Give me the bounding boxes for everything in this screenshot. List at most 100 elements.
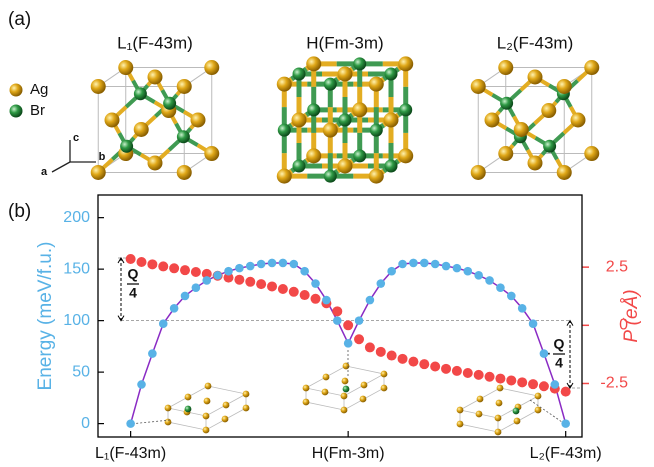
inset-atom (322, 389, 329, 396)
y-tick-label: 50 (72, 363, 90, 380)
atom (324, 78, 337, 91)
polarization-point (506, 375, 516, 385)
polarization-point (419, 359, 429, 369)
inset-atom (457, 407, 464, 414)
atom (91, 79, 106, 94)
inset-atom (205, 383, 212, 390)
polarization-point (539, 381, 549, 391)
inset-atom (204, 398, 211, 405)
polarization-point (180, 265, 190, 275)
polarization-point (365, 342, 375, 352)
annotation: 4 (129, 285, 137, 301)
inset-atom (185, 394, 192, 401)
polarization-point (289, 287, 299, 297)
atom (557, 165, 572, 180)
energy-point (344, 339, 353, 348)
energy-point (333, 316, 342, 325)
atom (369, 169, 384, 184)
energy-point (311, 279, 320, 288)
atom (514, 122, 529, 137)
atom (134, 87, 147, 100)
y-tick-label: 0 (81, 415, 90, 432)
energy-point (355, 316, 364, 325)
atom (105, 113, 120, 128)
energy-point (268, 259, 277, 268)
inset-atom (203, 413, 210, 420)
polarization-point (398, 354, 408, 364)
inset-atom (303, 385, 310, 392)
energy-point (224, 267, 233, 276)
polarization-point (452, 366, 462, 376)
energy-point (431, 260, 440, 269)
inset-atom (497, 385, 504, 392)
atom (277, 77, 292, 92)
atom (543, 140, 556, 153)
atom (293, 160, 306, 173)
atom (148, 70, 163, 85)
atom (293, 68, 306, 81)
annotation: Q (554, 336, 565, 352)
legend-label: Br (30, 102, 45, 119)
polarization-point (561, 387, 571, 397)
atom (584, 60, 599, 75)
atom (353, 149, 366, 162)
atom (385, 68, 398, 81)
inset-atom (165, 405, 172, 412)
atom (148, 156, 163, 171)
inset-atom (343, 386, 350, 393)
atom (118, 60, 133, 75)
atom (204, 146, 219, 161)
atom (584, 146, 599, 161)
inset-atom (223, 402, 230, 409)
energy-point (289, 260, 298, 269)
structure-title: L₁(F-43m) (117, 33, 193, 52)
inset-atom (303, 399, 310, 406)
structure-title: H(Fm-3m) (306, 33, 383, 52)
atom (485, 113, 500, 128)
x-tick-label: L₂(F-43m) (530, 445, 602, 462)
atom (306, 56, 321, 71)
energy-point (213, 271, 222, 280)
axis-letter: b (99, 151, 106, 163)
inset-atom (361, 382, 368, 389)
polarization-point (354, 334, 364, 344)
atom (338, 67, 353, 82)
polarization-point (169, 263, 179, 273)
inset-atom (477, 396, 484, 403)
atom (324, 170, 337, 183)
y2-axis-label: P (eÅ) (621, 289, 642, 342)
atom (352, 102, 367, 117)
y2-tick-label: 2.5 (606, 258, 628, 275)
atom (471, 165, 486, 180)
atom (91, 165, 106, 180)
inset-atom (341, 393, 348, 400)
atom (471, 79, 486, 94)
inset-atom (513, 408, 520, 415)
atom (557, 79, 572, 94)
y-tick-label: 150 (63, 260, 90, 277)
atom (338, 159, 353, 174)
atom (134, 122, 149, 137)
energy-point (235, 264, 244, 273)
energy-point (246, 262, 255, 271)
energy-point (442, 262, 451, 271)
polarization-point (441, 364, 451, 374)
inset-atom (381, 385, 388, 392)
axis-letter: c (73, 132, 79, 144)
polarization-point (517, 377, 527, 387)
polarization-point (408, 357, 418, 367)
energy-point (192, 283, 201, 292)
atom (177, 165, 192, 180)
inset-cell (460, 388, 538, 432)
polarization-point (267, 281, 277, 291)
atom (398, 148, 413, 163)
atom (278, 124, 291, 137)
energy-point (137, 380, 146, 389)
polarization-point (137, 257, 147, 267)
atom (277, 169, 292, 184)
axis-arrow (52, 162, 70, 172)
inset-atom (496, 400, 503, 407)
atom (571, 113, 586, 128)
y-axis-label: Energy (meV/f.u.) (35, 242, 56, 391)
inset-atom (222, 416, 229, 423)
